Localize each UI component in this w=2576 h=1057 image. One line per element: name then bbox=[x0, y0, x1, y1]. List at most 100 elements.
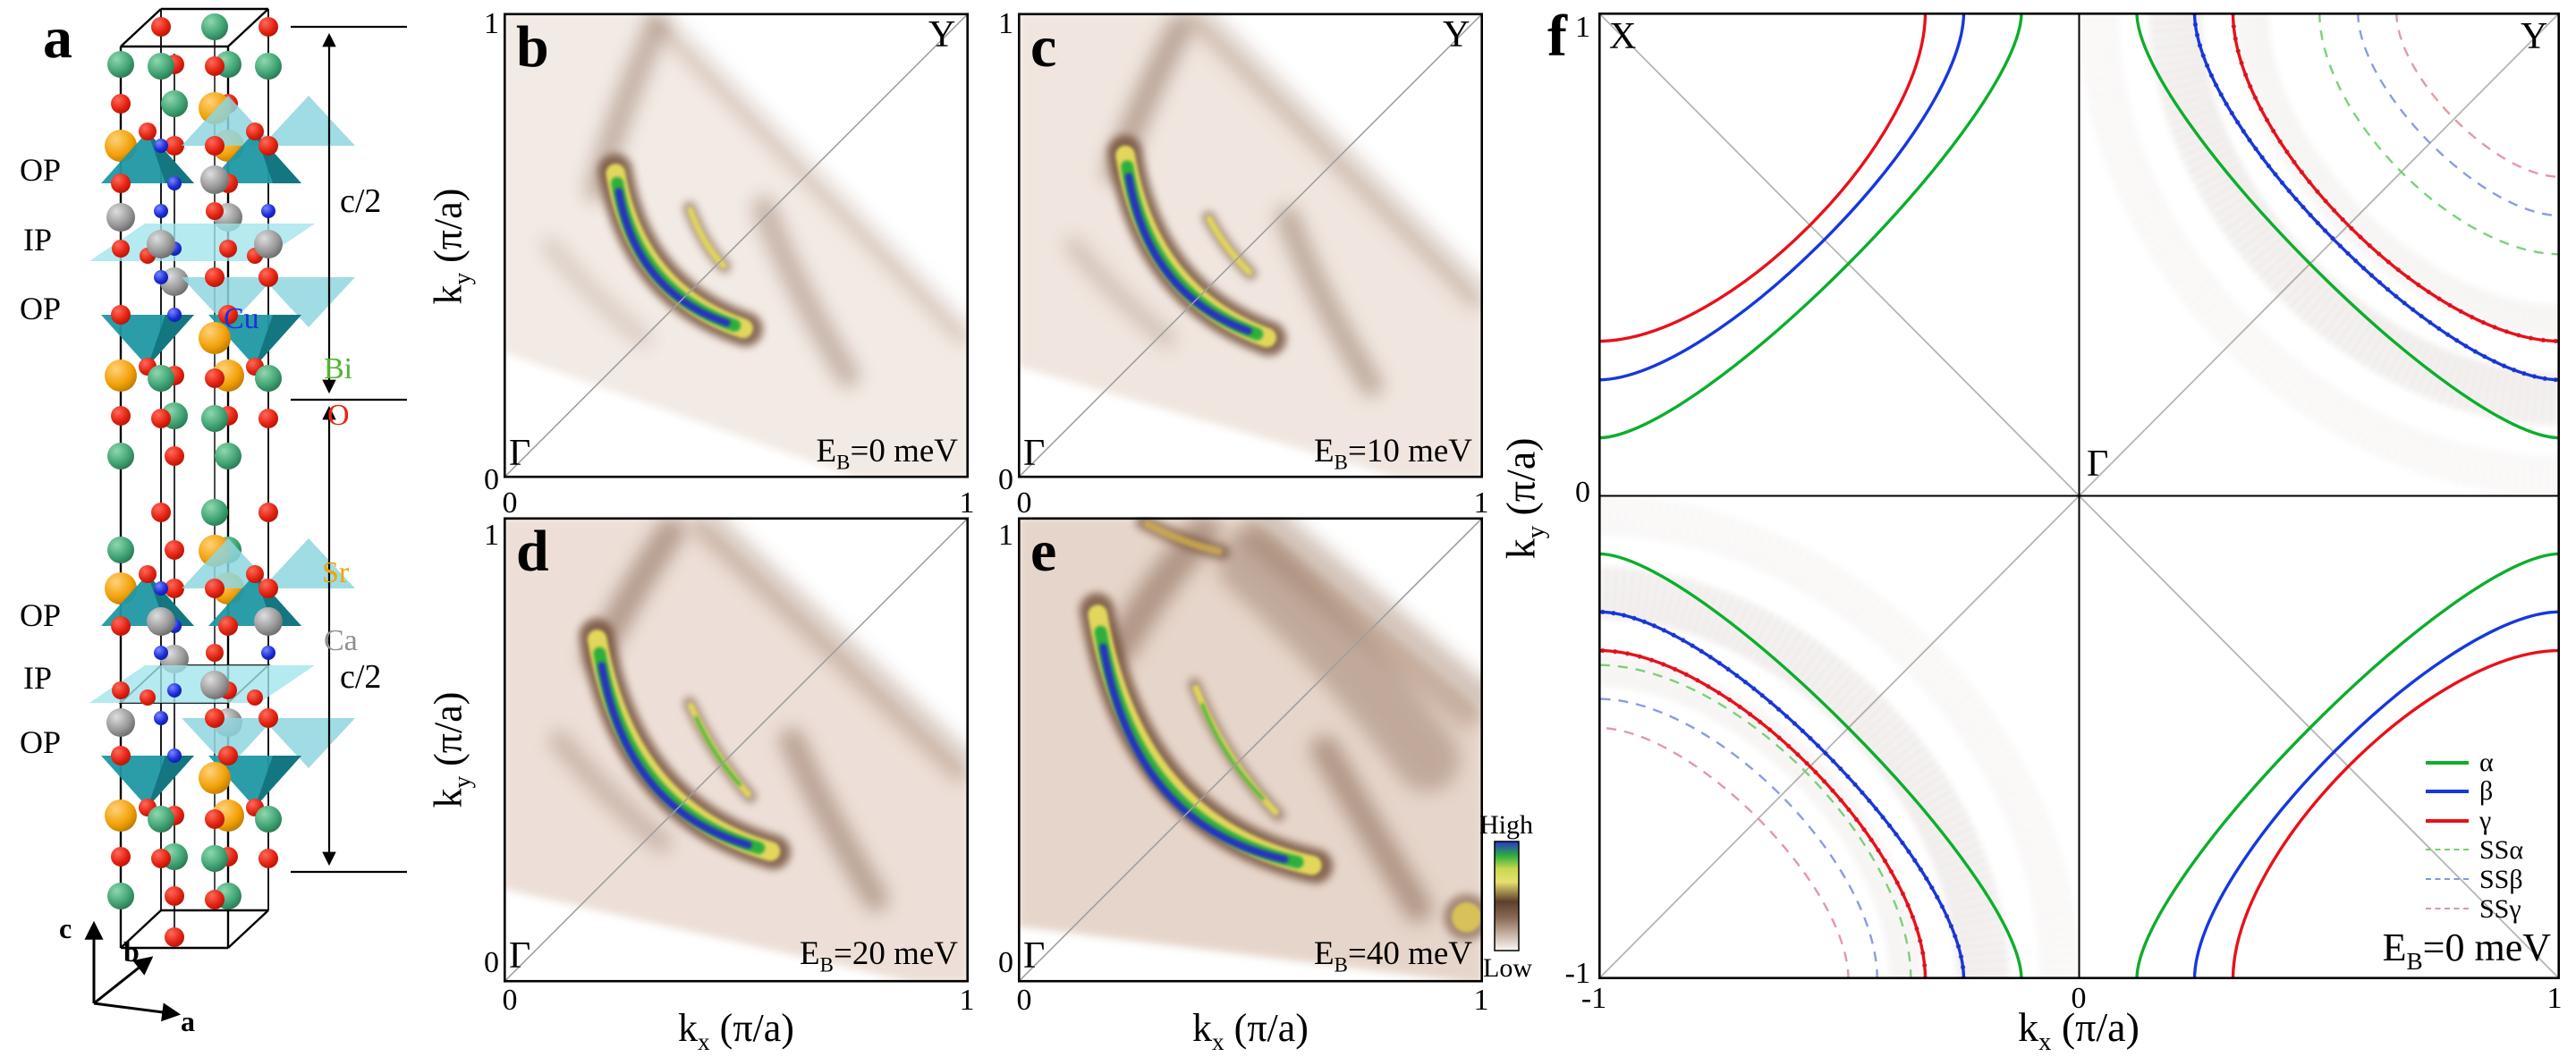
xlabel-d-units: (π/a) bbox=[709, 1006, 794, 1050]
panel-letter-e: e bbox=[1030, 519, 1057, 584]
eb-label-b: EB=0 meV bbox=[654, 435, 958, 473]
ytick-f-1: 1 bbox=[1575, 11, 1590, 44]
xtick-f-0: 0 bbox=[2071, 982, 2087, 1015]
xtick-b-0: 0 bbox=[502, 486, 518, 520]
eb-d-sub: B bbox=[819, 953, 834, 977]
heatmap-panel-c bbox=[1017, 3, 1494, 483]
corner-label-gamma-d: Γ bbox=[509, 935, 531, 977]
crystal-structure-drawing bbox=[84, 7, 407, 1022]
ytick-c-1: 1 bbox=[998, 7, 1013, 40]
eb-e-value: =40 meV bbox=[1347, 935, 1472, 972]
legend-label-alpha: α bbox=[2479, 748, 2494, 777]
axis-label-c: c bbox=[59, 912, 72, 944]
eb-c-main: E bbox=[1314, 433, 1335, 469]
layer-label-ip2: IP bbox=[23, 660, 53, 696]
corner-label-gamma-e: Γ bbox=[1023, 935, 1046, 977]
corner-label-y-f: Y bbox=[2521, 16, 2548, 57]
eb-label-d: EB=20 meV bbox=[654, 937, 958, 976]
ytick-f-m1: -1 bbox=[1564, 957, 1590, 990]
eb-b-main: E bbox=[816, 433, 837, 469]
ylabel-f: ky (π/a) bbox=[1497, 382, 1550, 614]
ylabel-d: ky (π/a) bbox=[426, 634, 476, 867]
xtick-d-0: 0 bbox=[502, 984, 518, 1017]
ytick-e-0: 0 bbox=[998, 946, 1013, 979]
corner-label-y-c: Y bbox=[1443, 14, 1470, 55]
legend-line-ss-gamma bbox=[2426, 908, 2469, 909]
eb-e-sub: B bbox=[1334, 953, 1348, 977]
fermi-surface-plot bbox=[1598, 13, 2560, 979]
legend-label-ss-alpha: SSα bbox=[2479, 835, 2524, 865]
xtick-e-0: 0 bbox=[1016, 984, 1032, 1017]
xlabel-e-k: k bbox=[1192, 1006, 1213, 1050]
xlabel-f-sub: x bbox=[2038, 1028, 2052, 1057]
center-label-gamma-f: Γ bbox=[2087, 444, 2109, 485]
layer-label-op3: OP bbox=[20, 597, 62, 633]
xtick-f-1: 1 bbox=[2546, 982, 2563, 1015]
xlabel-e-sub: x bbox=[1212, 1027, 1224, 1055]
eb-f-sub: B bbox=[2406, 947, 2423, 975]
ylabel-d-units: (π/a) bbox=[426, 691, 470, 776]
ylabel-d-sub: y bbox=[448, 775, 476, 789]
ytick-b-0: 0 bbox=[484, 463, 499, 496]
ylabel-b-units: (π/a) bbox=[426, 188, 470, 273]
atom-label-cu: Cu bbox=[224, 302, 259, 335]
atom-label-ca: Ca bbox=[324, 624, 358, 657]
layer-label-ip1: IP bbox=[23, 222, 53, 258]
panel-letter-d: d bbox=[516, 519, 549, 584]
xlabel-f-units: (π/a) bbox=[2051, 1004, 2140, 1050]
layer-label-op4: OP bbox=[20, 724, 62, 760]
ytick-d-0: 0 bbox=[484, 946, 499, 979]
ytick-c-0: 0 bbox=[998, 463, 1013, 496]
heatmap-panel-b bbox=[503, 5, 977, 483]
legend-line-beta bbox=[2426, 790, 2469, 793]
axis-label-b: b bbox=[123, 935, 140, 968]
xtick-c-0: 0 bbox=[1016, 486, 1032, 520]
panel-letter-b: b bbox=[516, 14, 549, 80]
xlabel-d: kx (π/a) bbox=[620, 1009, 852, 1054]
corner-label-x-f: X bbox=[1609, 16, 1637, 57]
eb-b-sub: B bbox=[836, 451, 851, 474]
ylabel-b-k: k bbox=[426, 284, 470, 305]
panel-letter-c: c bbox=[1030, 14, 1057, 80]
atom-label-sr: Sr bbox=[322, 556, 350, 589]
xtick-b-1: 1 bbox=[959, 486, 975, 520]
xlabel-e-units: (π/a) bbox=[1224, 1006, 1309, 1050]
legend-label-ss-gamma: SSγ bbox=[2479, 894, 2521, 924]
legend-label-gamma: γ bbox=[2479, 806, 2492, 835]
c-half-label-bottom: c/2 bbox=[340, 658, 382, 696]
legend-label-beta: β bbox=[2479, 776, 2494, 806]
ylabel-f-k: k bbox=[1497, 538, 1544, 560]
c-half-label-top: c/2 bbox=[340, 182, 382, 220]
legend-line-gamma bbox=[2426, 819, 2469, 823]
heatmap-panel-e bbox=[1017, 497, 1500, 987]
eb-f-main: E bbox=[2382, 926, 2407, 969]
corner-label-gamma-c: Γ bbox=[1023, 433, 1046, 474]
xtick-f-m1: -1 bbox=[1580, 982, 1607, 1015]
ylabel-b-sub: y bbox=[448, 272, 476, 285]
ytick-e-1: 1 bbox=[998, 519, 1013, 552]
ytick-d-1: 1 bbox=[484, 519, 499, 552]
atom-label-bi: Bi bbox=[324, 352, 353, 385]
panel-letter-f: f bbox=[1547, 4, 1567, 69]
legend-line-ss-beta bbox=[2426, 878, 2469, 880]
xlabel-f: kx (π/a) bbox=[1962, 1007, 2195, 1056]
corner-label-y-b: Y bbox=[928, 14, 956, 55]
xtick-e-1: 1 bbox=[1473, 984, 1489, 1017]
eb-e-main: E bbox=[1314, 935, 1335, 972]
colorbar-low-label: Low bbox=[1483, 953, 1532, 983]
layer-label-op2: OP bbox=[20, 291, 62, 326]
eb-label-e: EB=40 meV bbox=[1168, 937, 1472, 976]
xlabel-e: kx (π/a) bbox=[1134, 1009, 1367, 1054]
eb-b-value: =0 meV bbox=[850, 433, 958, 469]
eb-c-value: =10 meV bbox=[1347, 433, 1472, 469]
ytick-b-1: 1 bbox=[484, 7, 499, 40]
colorbar-high-label: High bbox=[1479, 810, 1533, 840]
legend-label-ss-beta: SSβ bbox=[2479, 865, 2523, 894]
xlabel-d-sub: x bbox=[698, 1027, 710, 1055]
xtick-c-1: 1 bbox=[1473, 486, 1489, 520]
eb-f-value: =0 meV bbox=[2422, 926, 2551, 969]
colorbar bbox=[1494, 841, 1520, 951]
axis-label-a: a bbox=[181, 1005, 195, 1037]
ylabel-b: ky (π/a) bbox=[426, 131, 476, 363]
ylabel-f-units: (π/a) bbox=[1497, 437, 1544, 527]
